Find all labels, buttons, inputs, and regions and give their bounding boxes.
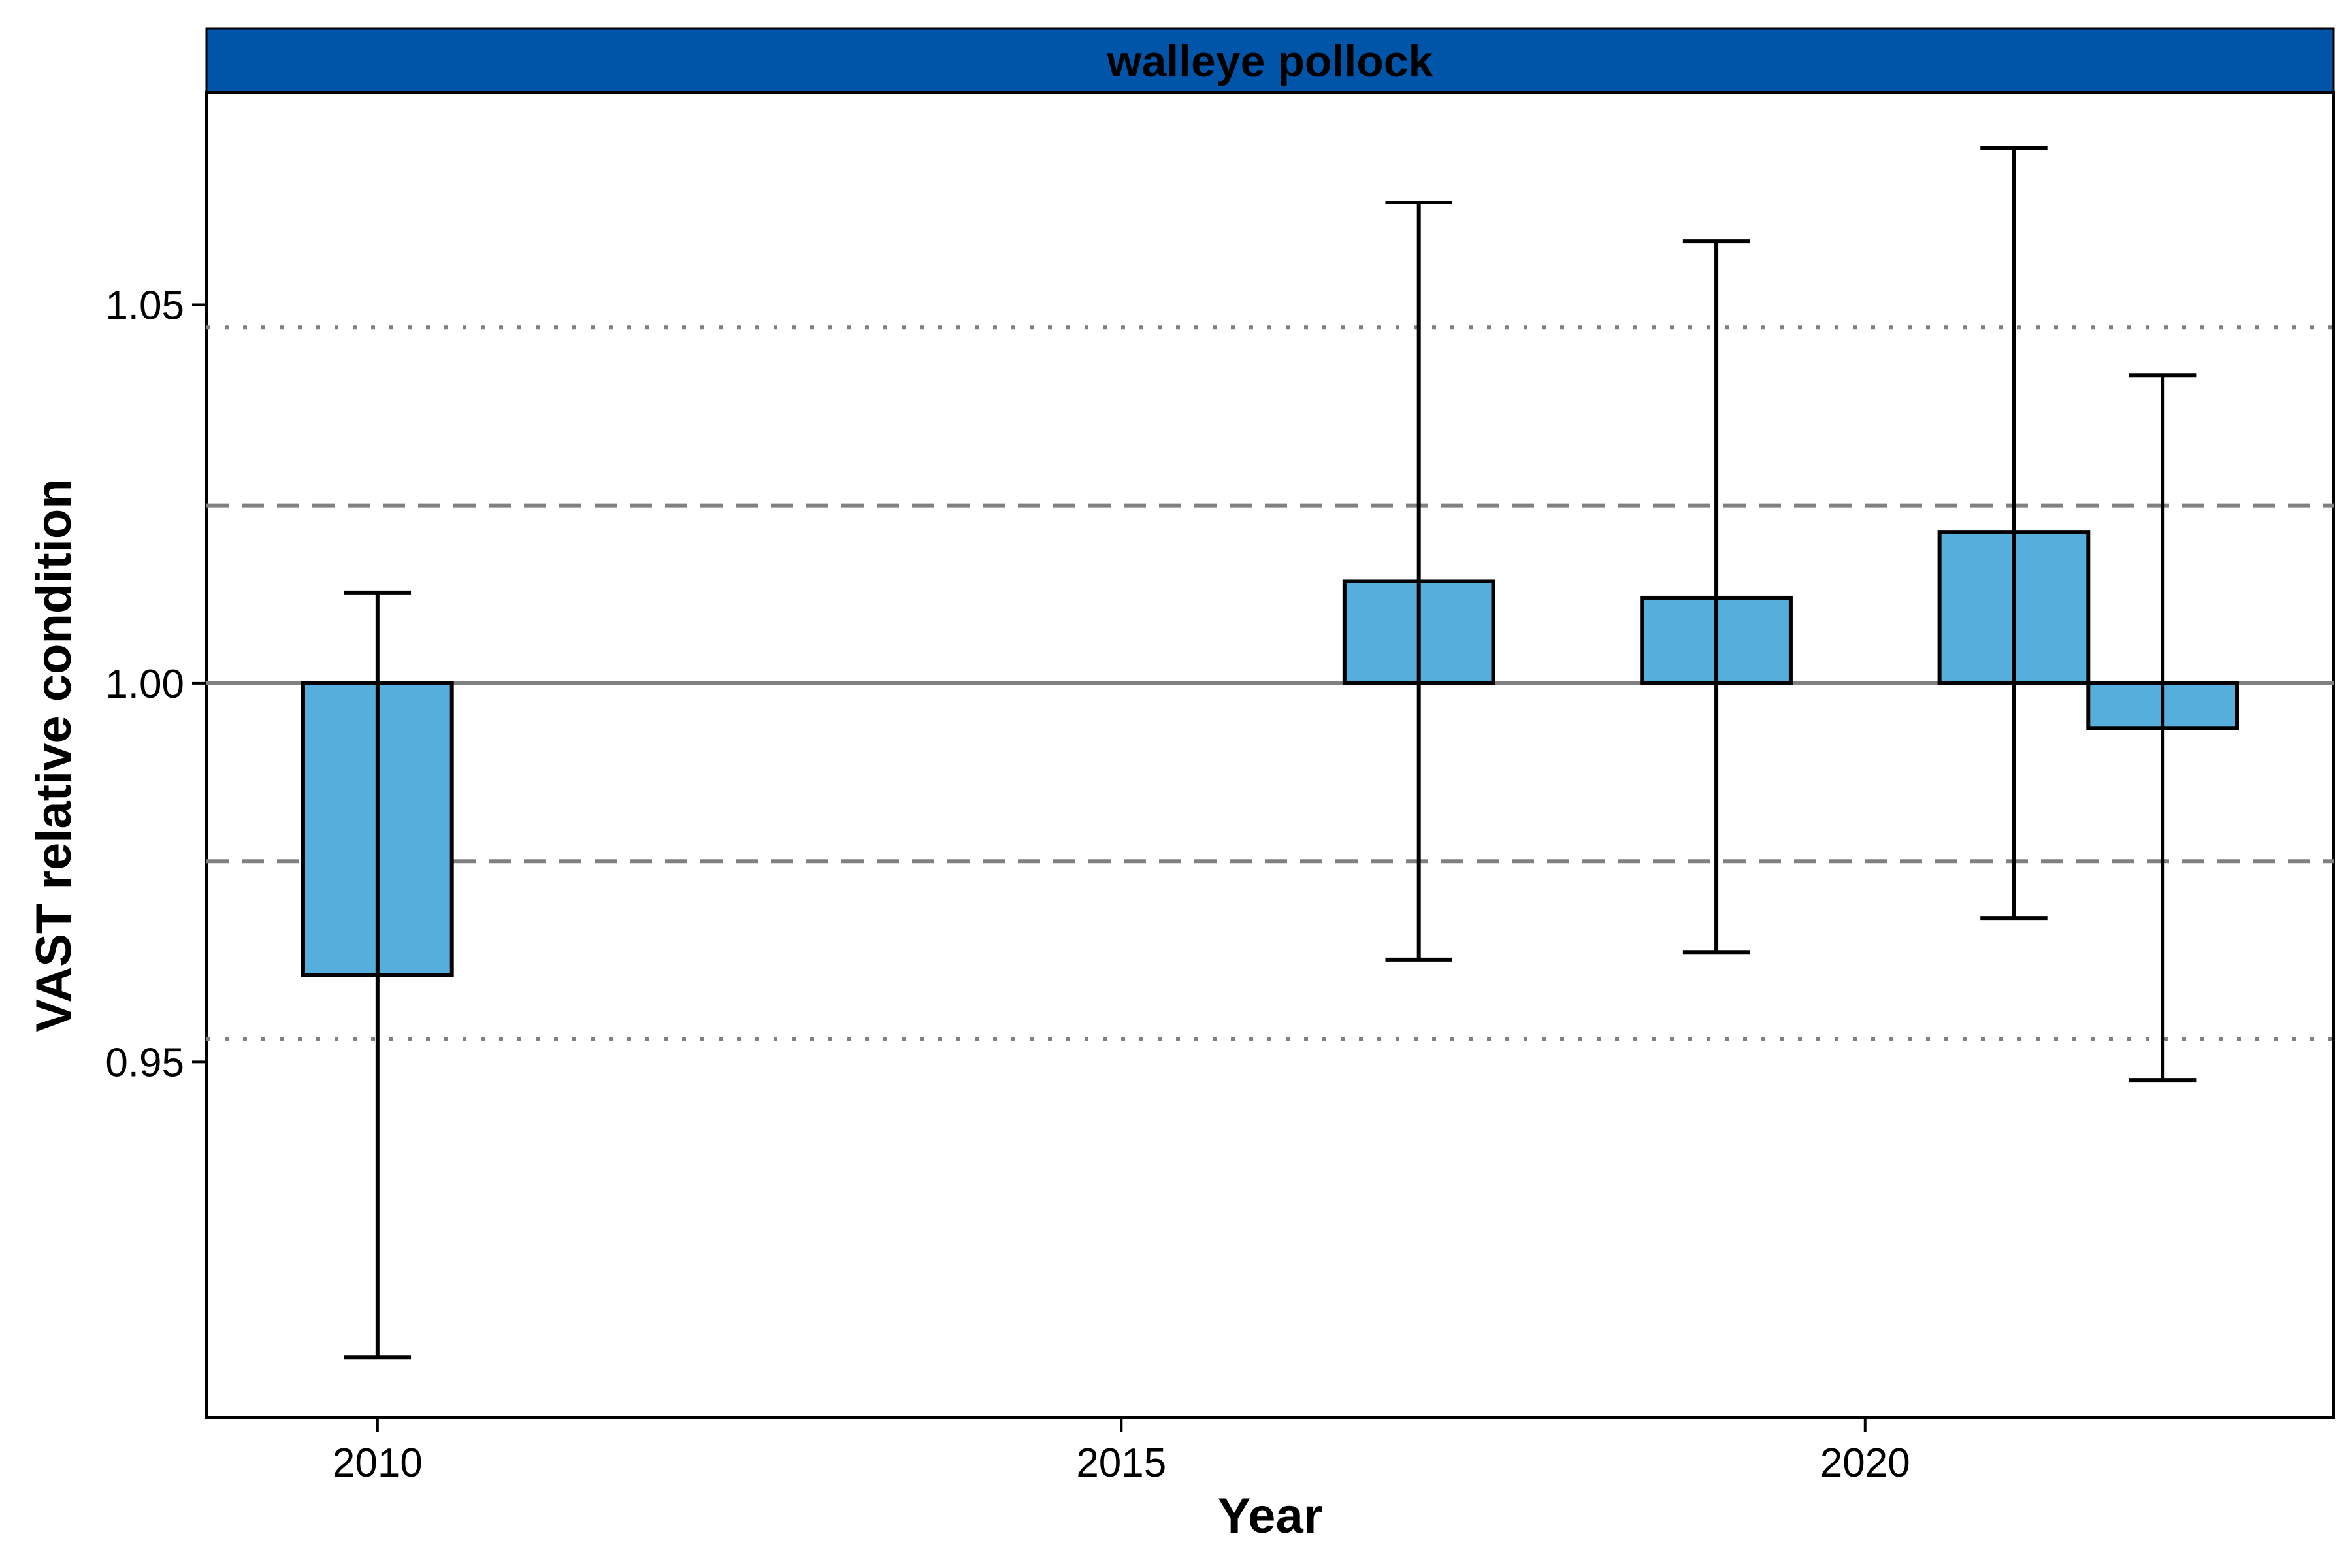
x-tick-label-2015: 2015 xyxy=(1076,1441,1166,1486)
x-tick-label-2010: 2010 xyxy=(333,1441,423,1486)
y-tick-label-1.05: 1.05 xyxy=(105,283,184,328)
x-axis: 2010 2015 2020 xyxy=(333,1418,1910,1486)
facet-strip xyxy=(205,27,2335,94)
errorbar-2021 xyxy=(1980,146,2048,921)
y-tick-label-1.00: 1.00 xyxy=(105,662,184,707)
x-tick-label-2020: 2020 xyxy=(1820,1441,1910,1486)
errorbar-2019 xyxy=(1682,239,1750,955)
errorbar-2022 xyxy=(2129,373,2197,1083)
y-tick-label-0.95: 0.95 xyxy=(105,1040,184,1085)
y-axis: 0.95 1.00 1.05 xyxy=(105,283,206,1085)
x-axis-title: Year xyxy=(1218,1488,1323,1544)
facet-strip-title: walleye pollock xyxy=(1107,37,1433,86)
errorbar-2017 xyxy=(1385,201,1452,962)
plot-panel xyxy=(205,91,2335,1419)
errorbar-series xyxy=(344,146,2197,1360)
errorbar-2010 xyxy=(344,590,412,1360)
y-axis-title: VAST relative condition xyxy=(26,478,82,1032)
